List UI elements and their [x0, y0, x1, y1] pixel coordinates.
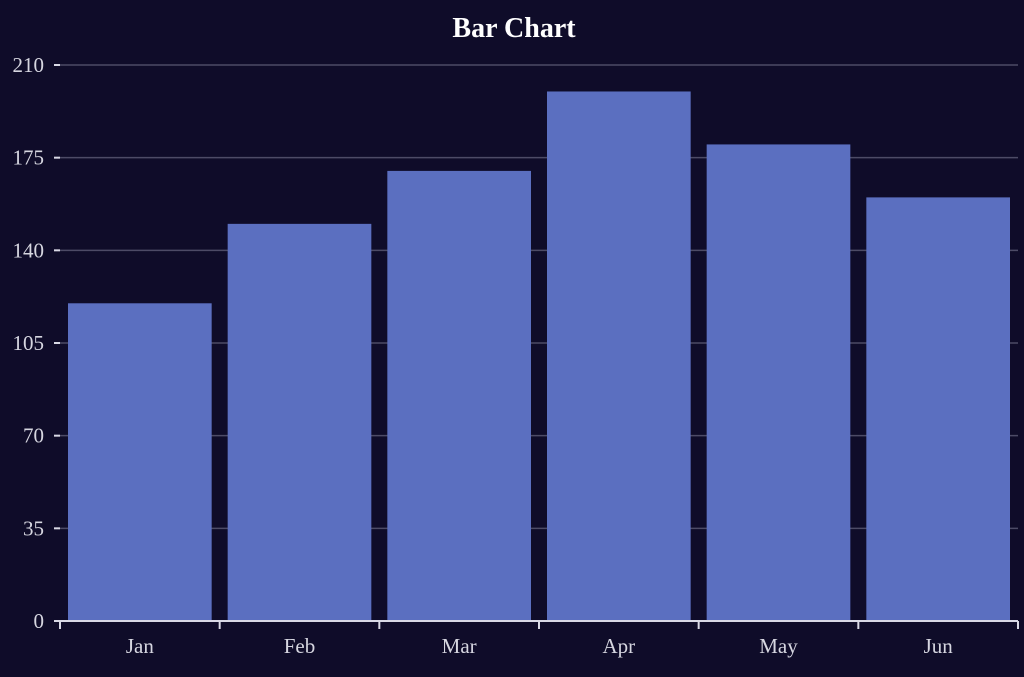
- bars: [68, 91, 1010, 621]
- y-tick-label: 140: [13, 238, 45, 262]
- y-tick-label: 0: [34, 609, 45, 633]
- bar-may: [706, 144, 851, 621]
- chart-title: Bar Chart: [452, 13, 576, 44]
- x-axis-ticks: Jan Feb Mar Apr May Jun: [59, 621, 1019, 658]
- x-tick-label: Apr: [602, 634, 635, 658]
- bar-feb: [227, 223, 372, 621]
- y-tick-label: 105: [13, 331, 45, 355]
- y-tick-label: 210: [13, 53, 45, 77]
- x-tick-label: May: [759, 634, 798, 658]
- bar-apr: [547, 91, 691, 621]
- y-tick-label: 175: [13, 146, 45, 170]
- y-axis-ticks: 0 35 70 105 140 175 210: [13, 53, 60, 633]
- x-tick-label: Jun: [924, 634, 954, 658]
- bar-mar: [387, 170, 531, 621]
- y-tick-label: 35: [23, 516, 44, 540]
- x-tick-label: Feb: [284, 634, 316, 658]
- y-tick-label: 70: [23, 424, 44, 448]
- bar-jun: [866, 197, 1010, 621]
- x-tick-label: Jan: [126, 634, 154, 658]
- x-tick-label: Mar: [442, 634, 477, 658]
- grid-lines: [60, 64, 1018, 530]
- bar-jan: [68, 303, 212, 621]
